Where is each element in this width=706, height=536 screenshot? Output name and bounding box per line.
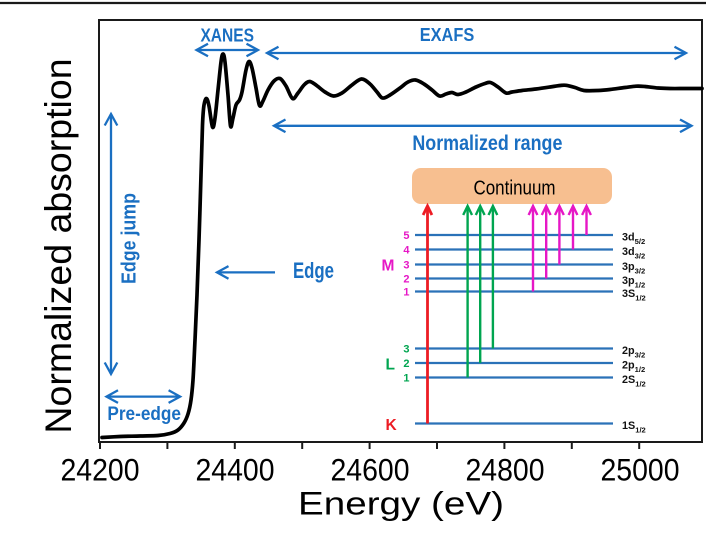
svg-text:EXAFS: EXAFS (420, 25, 475, 45)
svg-text:XANES: XANES (200, 25, 254, 45)
svg-text:24800: 24800 (466, 452, 545, 488)
svg-text:25000: 25000 (601, 452, 680, 488)
svg-text:3: 3 (403, 344, 409, 356)
svg-text:Normalized range: Normalized range (412, 132, 562, 155)
svg-text:2: 2 (403, 274, 409, 286)
svg-text:Energy (eV): Energy (eV) (298, 486, 504, 522)
svg-text:3: 3 (403, 260, 409, 272)
svg-text:Edge: Edge (293, 258, 334, 283)
svg-text:L: L (386, 357, 395, 374)
svg-text:Continuum: Continuum (474, 178, 556, 200)
svg-text:24200: 24200 (61, 452, 140, 488)
svg-text:K: K (386, 417, 398, 434)
svg-text:4: 4 (403, 245, 410, 257)
svg-text:Pre-edge: Pre-edge (107, 404, 181, 425)
svg-text:1: 1 (403, 373, 409, 385)
svg-text:2: 2 (403, 358, 409, 370)
svg-text:Normalized absorption: Normalized absorption (37, 58, 79, 433)
svg-text:M: M (382, 257, 395, 274)
svg-text:1: 1 (403, 287, 409, 299)
svg-text:Edge jump: Edge jump (118, 193, 141, 284)
svg-text:5: 5 (403, 230, 409, 242)
svg-text:24600: 24600 (331, 452, 410, 488)
svg-text:24400: 24400 (196, 452, 275, 488)
